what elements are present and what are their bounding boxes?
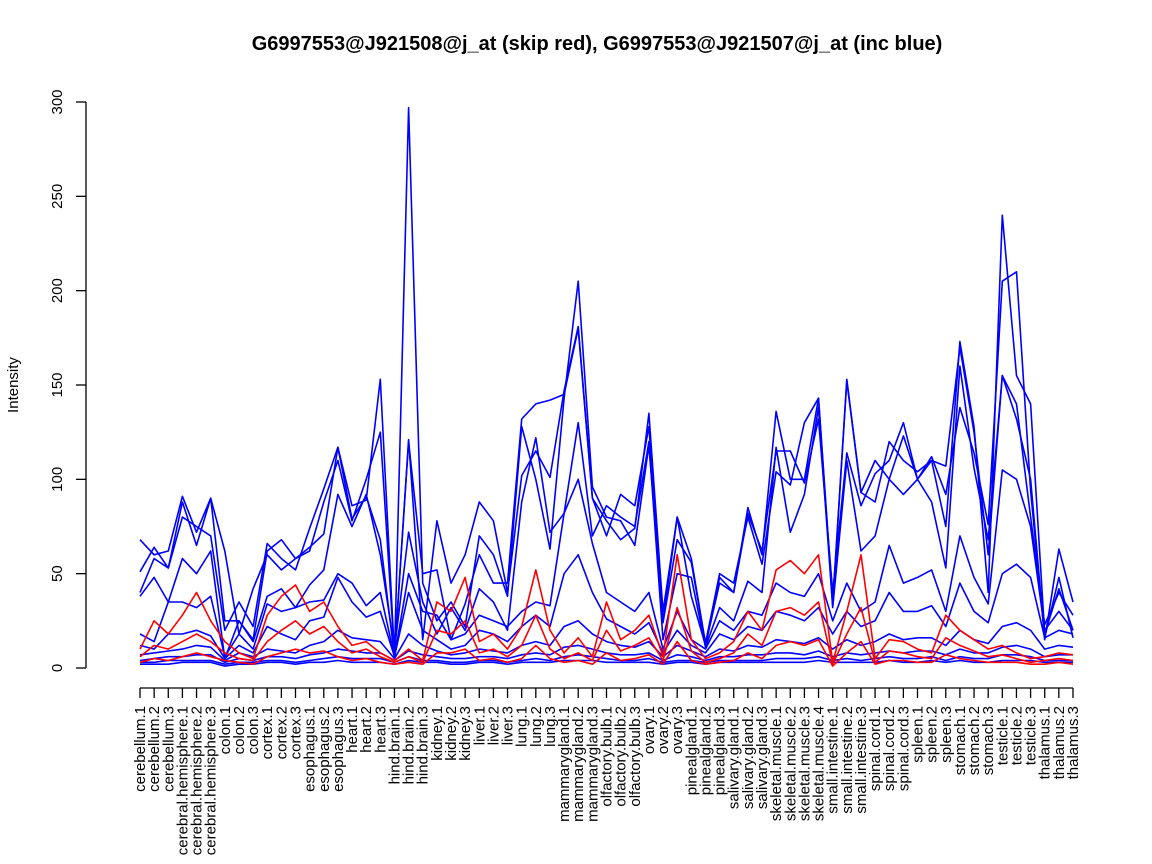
x-tick-label: small.intestine.3	[853, 706, 870, 814]
y-tick-label: 150	[49, 372, 66, 397]
series-line-6	[139, 553, 1074, 660]
x-tick-label: cortex.3	[288, 706, 305, 759]
x-tick-label: spleen.2	[924, 706, 941, 763]
x-tick-label: cerebellum.3	[160, 706, 177, 792]
y-tick-label: 50	[49, 565, 66, 582]
y-tick-label: 200	[49, 278, 66, 303]
x-tick-label: mammarygland.2	[570, 706, 587, 822]
x-tick-label: mammarygland.1	[556, 706, 573, 822]
y-tick-label: 300	[49, 89, 66, 114]
x-tick-label: thalamus.1	[1037, 706, 1054, 779]
x-tick-label: stomach.3	[980, 706, 997, 775]
x-tick-label: colon.2	[231, 706, 248, 754]
x-tick-label: hind.brain.2	[401, 706, 418, 784]
x-tick-label: heart.3	[372, 706, 389, 753]
x-tick-label: ovary.3	[669, 706, 686, 754]
x-tick-label: testicle.3	[1023, 706, 1040, 765]
x-tick-label: skeletal.muscle.3	[796, 706, 813, 821]
x-tick-label: cerebral.hemisphere.2	[189, 706, 206, 855]
x-tick-label: stomach.2	[966, 706, 983, 775]
series-line-11	[139, 553, 1074, 664]
x-tick-label: spinal.cord.2	[881, 706, 898, 791]
x-tick-label: lung.3	[542, 706, 559, 747]
x-tick-label: salivary.gland.3	[754, 706, 771, 809]
x-tick-label: lung.2	[528, 706, 545, 747]
x-tick-label: olfactory.bulb.3	[627, 706, 644, 807]
x-tick-label: pinealgland.2	[697, 706, 714, 795]
y-axis: 0 50 100 150 200 250 300	[49, 89, 87, 672]
series-layer	[139, 106, 1074, 667]
x-axis: cerebellum.1cerebellum.2cerebellum.3cere…	[132, 687, 1082, 855]
x-tick-label: cerebral.hemisphere.3	[203, 706, 220, 855]
x-tick-label: thalamus.3	[1065, 706, 1082, 779]
x-tick-label: olfactory.bulb.2	[613, 706, 630, 807]
x-tick-label: colon.1	[217, 706, 234, 754]
x-tick-label: salivary.gland.2	[740, 706, 757, 809]
series-line-9	[140, 653, 1073, 666]
x-tick-label: skeletal.muscle.2	[782, 706, 799, 821]
x-tick-label: olfactory.bulb.1	[599, 706, 616, 807]
y-tick-label: 0	[49, 664, 66, 672]
x-tick-label: skeletal.muscle.4	[811, 706, 828, 821]
x-tick-label: esophagus.2	[316, 706, 333, 792]
x-tick-label: mammarygland.3	[584, 706, 601, 822]
x-tick-label: lung.1	[514, 706, 531, 747]
x-tick-label: cerebellum.1	[132, 706, 149, 792]
x-tick-label: small.intestine.2	[839, 706, 856, 814]
x-tick-label: cortex.1	[259, 706, 276, 759]
series-line-4	[139, 365, 1074, 660]
x-tick-label: ovary.2	[655, 706, 672, 754]
x-tick-label: kidney.3	[457, 706, 474, 761]
x-tick-label: ovary.1	[641, 706, 658, 754]
chart-title: G6997553@J921508@j_at (skip red), G69975…	[252, 33, 943, 55]
x-tick-label: cortex.2	[273, 706, 290, 759]
x-tick-label: cerebral.hemisphere.1	[174, 706, 191, 855]
y-tick-label: 100	[49, 467, 66, 492]
x-tick-label: cerebellum.2	[146, 706, 163, 792]
x-tick-label: stomach.1	[952, 706, 969, 775]
series-line-13	[139, 638, 1074, 667]
x-tick-label: small.intestine.1	[825, 706, 842, 814]
x-tick-label: heart.1	[344, 706, 361, 753]
series-line-5	[139, 469, 1074, 658]
x-tick-label: salivary.gland.1	[726, 706, 743, 809]
x-tick-label: kidney.2	[443, 706, 460, 761]
x-tick-label: thalamus.2	[1051, 706, 1068, 779]
x-tick-label: pinealgland.3	[712, 706, 729, 795]
x-tick-label: hind.brain.3	[415, 706, 432, 784]
x-tick-label: testicle.2	[1008, 706, 1025, 765]
x-tick-label: hind.brain.1	[386, 706, 403, 784]
x-tick-label: skeletal.muscle.1	[768, 706, 785, 821]
x-tick-label: liver.3	[500, 706, 517, 745]
x-tick-label: spinal.cord.1	[867, 706, 884, 791]
x-tick-label: colon.3	[245, 706, 262, 754]
x-tick-label: kidney.1	[429, 706, 446, 761]
series-line-7	[139, 619, 1074, 662]
series-line-1	[139, 214, 1074, 658]
x-tick-label: pinealgland.1	[683, 706, 700, 795]
y-tick-label: 250	[49, 184, 66, 209]
x-tick-label: esophagus.1	[302, 706, 319, 792]
y-axis-label: Intensity	[5, 357, 22, 413]
x-tick-label: spleen.1	[910, 706, 927, 763]
series-line-12	[139, 601, 1074, 666]
x-tick-label: spinal.cord.3	[895, 706, 912, 791]
x-tick-label: testicle.1	[994, 706, 1011, 765]
x-tick-label: liver.1	[471, 706, 488, 745]
x-tick-label: spleen.3	[938, 706, 955, 763]
x-tick-label: liver.2	[485, 706, 502, 745]
x-tick-label: heart.2	[358, 706, 375, 753]
x-tick-label: esophagus.3	[330, 706, 347, 792]
